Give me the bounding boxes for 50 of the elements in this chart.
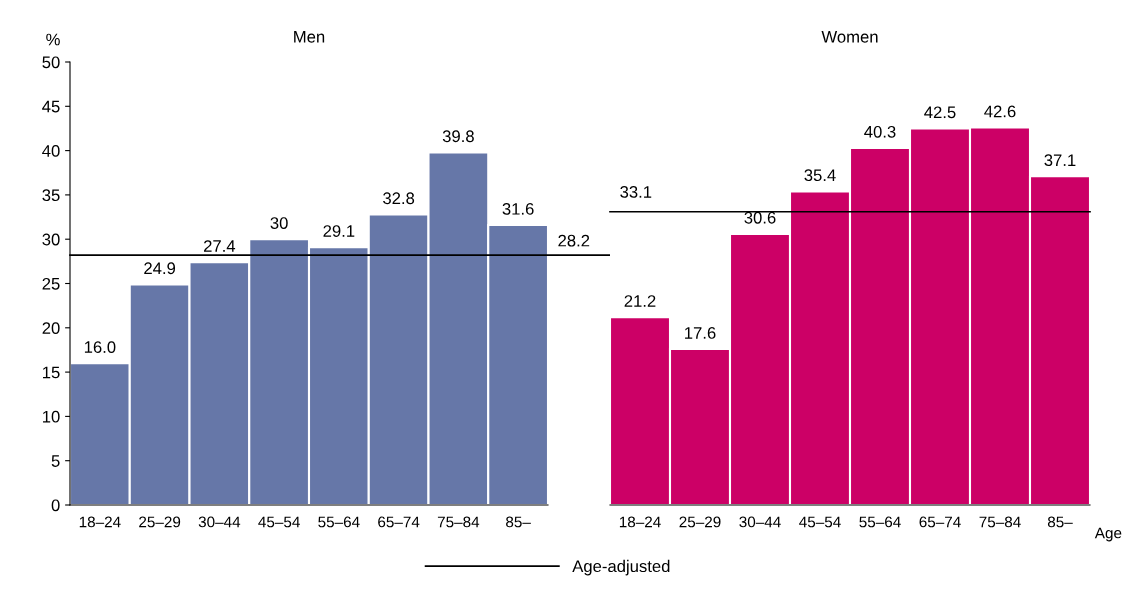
data-label: 21.2: [624, 295, 656, 307]
x-tick-label: 25–29: [139, 516, 181, 528]
data-label: 40.3: [864, 125, 896, 138]
data-label: 30.6: [744, 211, 776, 224]
x-tick-label: 30–44: [198, 516, 241, 528]
x-axis-title: Age: [1094, 527, 1122, 542]
x-tick-label: 75–84: [437, 516, 480, 528]
data-label: 39.8: [442, 130, 474, 143]
x-tick-label: 65–74: [919, 516, 961, 528]
data-label: 31.6: [502, 202, 534, 215]
chart-title: Men: [294, 31, 325, 43]
data-label: 30: [270, 217, 288, 229]
y-tick-label: 30: [42, 233, 60, 246]
data-label: 42.6: [984, 105, 1016, 118]
y-tick-label: 5: [51, 455, 60, 467]
x-tick-label: 55–64: [318, 516, 360, 528]
data-label: 27.4: [204, 240, 236, 252]
x-tick-label: 85–: [1047, 516, 1073, 528]
x-tick-label: 45–54: [258, 516, 300, 528]
annotation: 33.1: [620, 186, 652, 198]
data-label: 16.0: [84, 341, 116, 353]
data-label: 17.6: [685, 327, 716, 339]
y-tick-label: 50: [42, 56, 60, 69]
y-tick-label: 40: [42, 145, 60, 157]
data-label: 35.4: [804, 169, 836, 182]
x-tick-label: 18–24: [79, 516, 121, 528]
y-tick-label: 15: [43, 366, 60, 379]
ref-line-label: Age-adjusted: [572, 559, 670, 576]
x-tick-label: 30–44: [739, 516, 781, 528]
x-tick-label: 45–54: [799, 516, 841, 528]
x-tick-label: 65–74: [378, 516, 420, 528]
data-label: 29.1: [323, 225, 355, 237]
x-tick-label: 55–64: [859, 516, 901, 528]
y-tick-label: 45: [42, 100, 60, 113]
annotation: 28.2: [558, 234, 590, 247]
chart-title: Women: [821, 31, 878, 43]
x-tick-label: 25–29: [679, 516, 721, 528]
x-tick-label: 18–24: [619, 516, 661, 528]
data-label: 42.5: [924, 106, 956, 119]
x-tick-label: 75–84: [979, 516, 1021, 528]
y-tick-label: 0: [51, 499, 60, 512]
x-tick-label: 85–: [506, 516, 531, 528]
y-tick-label: 20: [42, 322, 60, 334]
data-label: 37.1: [1044, 154, 1076, 167]
y-axis-title: %: [46, 33, 60, 46]
data-label: 24.9: [144, 262, 176, 275]
data-label: 32.8: [383, 192, 415, 205]
y-tick-label: 25: [42, 277, 60, 290]
y-tick-label: 10: [43, 410, 60, 423]
y-tick-label: 35: [42, 189, 60, 202]
